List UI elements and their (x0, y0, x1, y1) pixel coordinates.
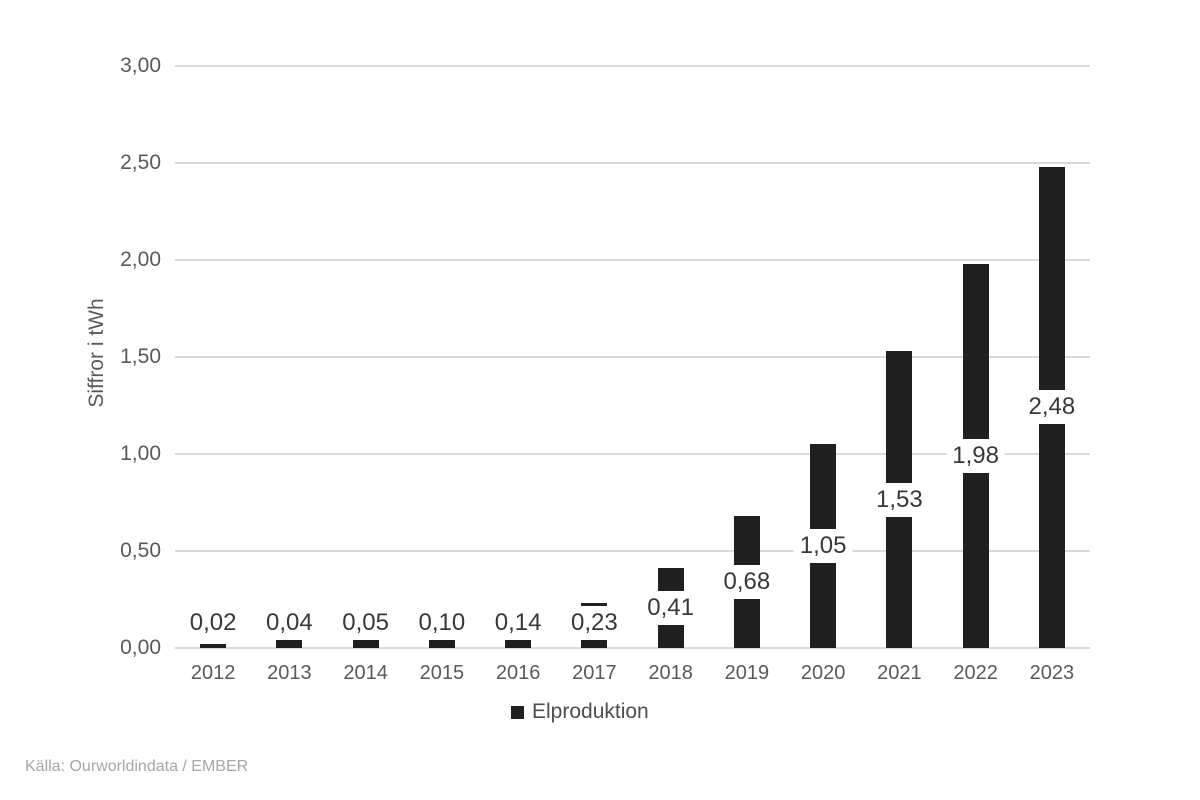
x-tick-label: 2020 (800, 662, 846, 684)
legend-swatch-icon (511, 705, 524, 719)
y-tick-label: 2,50 (120, 151, 161, 174)
bar-value-label: 0,14 (488, 606, 548, 640)
source-text: Källa: Ourworldindata / EMBER (25, 758, 249, 775)
gridline (175, 259, 1090, 261)
x-tick-label: 2012 (190, 662, 236, 684)
bar-value-label: 1,98 (946, 438, 1005, 473)
bar-value-label: 0,41 (641, 591, 700, 626)
x-tick-label: 2023 (1029, 662, 1075, 684)
gridline (175, 162, 1090, 164)
bar-value-label: 0,04 (260, 606, 319, 640)
x-tick-label: 2021 (877, 662, 922, 684)
legend: Elproduktion (511, 699, 649, 725)
bar-value-label: 0,02 (183, 606, 243, 640)
bar-value-label: 0,68 (717, 565, 777, 600)
x-tick-label: 2019 (724, 662, 770, 684)
x-tick-label: 2013 (267, 662, 312, 684)
y-tick-label: 3,00 (120, 54, 161, 77)
x-tick-label: 2016 (495, 662, 541, 684)
gridline (175, 550, 1090, 552)
gridline (175, 356, 1090, 358)
bar-value-label: 0,05 (336, 606, 395, 640)
bar-value-label: 0,23 (565, 606, 624, 640)
x-tick-label: 2014 (343, 662, 388, 684)
y-tick-label: 2,00 (120, 248, 161, 271)
gridline (175, 647, 1090, 649)
bar-2012 (200, 644, 227, 648)
bar-value-label: 2,48 (1022, 390, 1082, 425)
y-tick-label: 0,50 (120, 539, 161, 562)
y-tick-label: 1,00 (120, 442, 161, 465)
legend-label: Elproduktion (532, 700, 649, 723)
bar-value-label: 0,10 (412, 606, 472, 640)
bar-2014 (352, 638, 379, 648)
bar-value-label: 1,05 (793, 529, 853, 564)
y-tick-label: 1,50 (120, 345, 161, 368)
bar-2013 (276, 640, 303, 648)
x-tick-label: 2022 (953, 662, 998, 684)
x-tick-label: 2017 (572, 662, 617, 684)
y-tick-label: 0,00 (120, 636, 161, 659)
gridline (175, 453, 1090, 455)
x-tick-label: 2015 (419, 662, 465, 684)
plot-area: 0,02 0,04 0,05 0,10 0,14 0,23 0,41 0,68 1,05 1,53… (175, 65, 1090, 649)
x-tick-label: 2018 (648, 662, 693, 684)
bar-value-label: 1,53 (870, 482, 929, 517)
gridline (175, 65, 1090, 67)
